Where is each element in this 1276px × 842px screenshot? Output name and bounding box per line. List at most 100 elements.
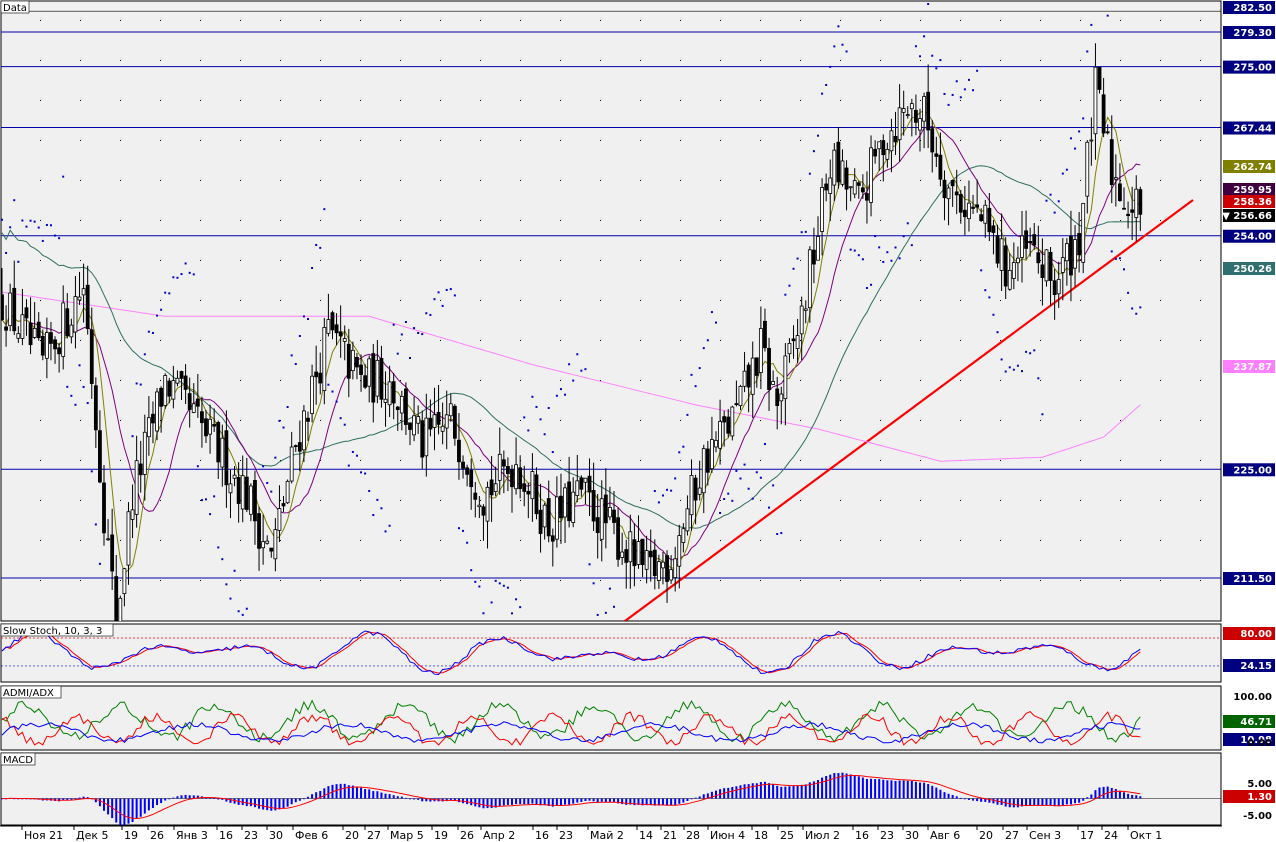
grid-dot — [560, 380, 561, 381]
macd-bar — [298, 798, 301, 801]
macd-bar — [404, 797, 407, 799]
macd-bar — [535, 798, 538, 805]
sar-dot — [833, 45, 836, 48]
macd-bar — [943, 792, 946, 799]
sar-dot — [661, 494, 664, 497]
macd-bar — [360, 787, 363, 799]
macd-bar — [160, 798, 163, 804]
macd-bar — [135, 798, 138, 819]
macd-bar — [98, 798, 101, 807]
grid-dot — [1160, 20, 1161, 21]
candle-body — [1011, 262, 1016, 279]
macd-bar — [657, 798, 660, 806]
macd-bar — [380, 792, 383, 799]
candle-body — [926, 91, 931, 131]
grid-dot — [960, 20, 961, 21]
grid-dot — [920, 580, 921, 581]
candle-body — [701, 448, 706, 494]
macd-bar — [959, 797, 962, 799]
candle-body — [506, 466, 510, 475]
sar-dot — [286, 406, 289, 409]
macd-bar — [710, 791, 713, 799]
grid-dot — [1040, 500, 1041, 501]
grid-dot — [520, 420, 521, 421]
candle-body — [102, 482, 106, 534]
grid-dot — [1080, 140, 1081, 141]
macd-bar — [1078, 798, 1081, 803]
candle-body — [1097, 67, 1102, 90]
sar-dot — [135, 382, 138, 385]
grid-dot — [360, 380, 361, 381]
grid-dot — [640, 420, 641, 421]
candle-body — [240, 475, 245, 510]
sar-dot — [90, 470, 93, 473]
x-tick-label: Дек 5 — [76, 829, 109, 842]
grid-dot — [840, 140, 841, 141]
macd-bar — [870, 778, 873, 799]
grid-dot — [840, 380, 841, 381]
grid-dot — [1040, 140, 1041, 141]
candle-body — [175, 377, 180, 384]
grid-dot — [640, 260, 641, 261]
macd-bar — [482, 798, 485, 809]
grid-dot — [240, 60, 241, 61]
grid-dot — [1120, 500, 1121, 501]
sar-dot — [482, 612, 485, 615]
candle-body — [297, 442, 302, 452]
sar-dot — [180, 273, 183, 276]
macd-bar — [282, 798, 285, 809]
macd-bar — [119, 798, 122, 825]
candle-body — [395, 406, 400, 410]
sar-dot — [131, 435, 134, 438]
grid-dot — [1120, 340, 1121, 341]
candle-body — [350, 349, 355, 372]
grid-dot — [1120, 100, 1121, 101]
candle-body — [1113, 177, 1118, 180]
grid-dot — [320, 60, 321, 61]
grid-dot — [320, 220, 321, 221]
grid-dot — [800, 140, 801, 141]
grid-dot — [480, 260, 481, 261]
macd-bar — [604, 798, 607, 803]
macd-bar — [494, 798, 497, 808]
y-label-text: 100.00 — [1233, 692, 1272, 703]
grid-dot — [360, 180, 361, 181]
grid-dot — [520, 20, 521, 21]
candle-body — [359, 364, 363, 375]
sar-dot — [172, 276, 175, 279]
candle-body — [885, 148, 890, 160]
sar-dot — [780, 532, 783, 535]
grid-dot — [440, 260, 441, 261]
sar-dot — [41, 239, 44, 242]
sar-dot — [963, 88, 966, 91]
sar-dot — [498, 582, 501, 585]
macd-bar — [923, 782, 926, 799]
macd-bar — [951, 795, 954, 799]
macd-bar — [372, 791, 375, 799]
grid-dot — [400, 20, 401, 21]
grid-dot — [160, 260, 161, 261]
candle-body — [477, 504, 482, 508]
sar-dot — [927, 3, 930, 6]
candle-body — [228, 483, 233, 494]
candle-body — [481, 506, 486, 516]
sar-dot — [384, 530, 387, 533]
candle-body — [424, 417, 429, 457]
sar-dot — [433, 298, 436, 301]
candle-body — [138, 463, 143, 476]
sar-dot — [457, 527, 460, 530]
sar-dot — [923, 35, 926, 38]
candle-body — [832, 149, 837, 186]
sar-dot — [376, 498, 379, 501]
candle-body — [248, 485, 253, 515]
grid-dot — [200, 300, 201, 301]
grid-dot — [200, 540, 201, 541]
x-tick-label: 28 — [686, 829, 700, 842]
y-label-text: 225.00 — [1233, 465, 1272, 476]
candle-body — [355, 357, 359, 368]
grid-dot — [240, 180, 241, 181]
grid-dot — [160, 100, 161, 101]
grid-dot — [320, 20, 321, 21]
candle-body — [457, 439, 461, 463]
